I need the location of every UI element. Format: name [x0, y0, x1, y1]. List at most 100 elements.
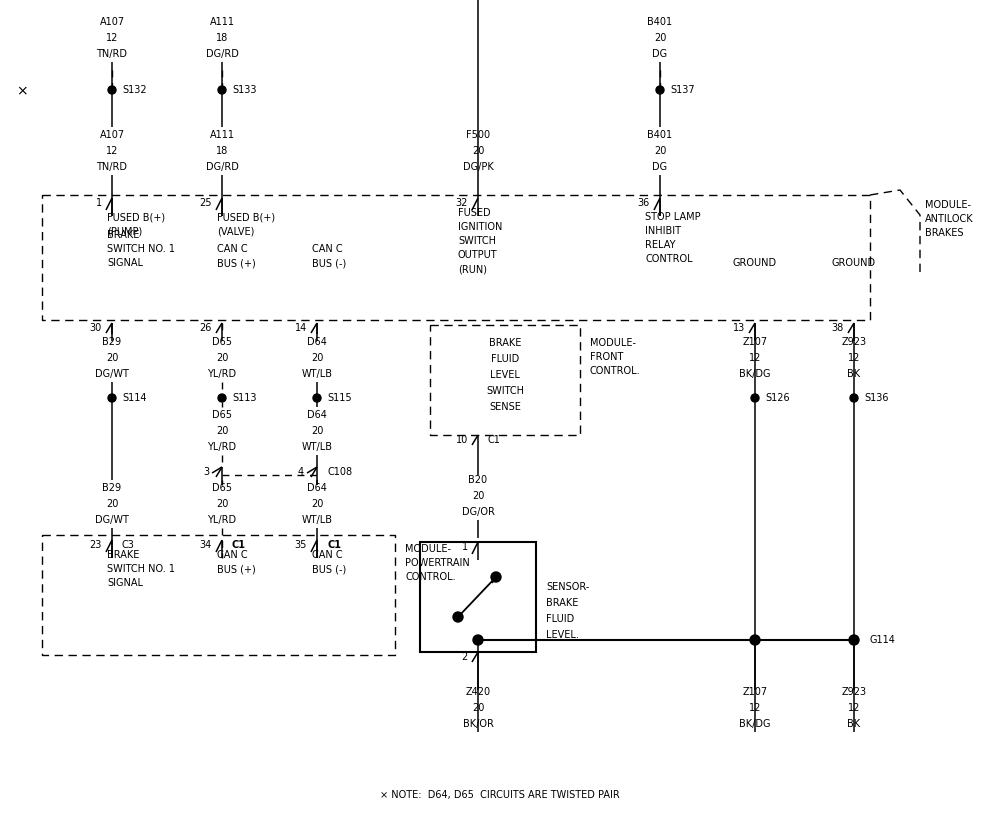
- Text: B29: B29: [103, 337, 122, 347]
- Text: S113: S113: [232, 393, 257, 403]
- Text: WT/LB: WT/LB: [302, 442, 333, 452]
- Text: FRONT: FRONT: [590, 352, 623, 362]
- Text: BK: BK: [847, 719, 860, 729]
- Text: 30: 30: [90, 323, 102, 333]
- Text: 20: 20: [472, 703, 485, 713]
- Text: SENSE: SENSE: [490, 402, 520, 412]
- Circle shape: [491, 572, 501, 582]
- Text: BUS (-): BUS (-): [312, 258, 347, 268]
- Text: 20: 20: [653, 146, 666, 156]
- Text: 20: 20: [216, 353, 228, 363]
- Text: SIGNAL: SIGNAL: [107, 578, 143, 588]
- Text: DG: DG: [652, 49, 667, 59]
- Text: 13: 13: [732, 323, 745, 333]
- Text: A107: A107: [100, 17, 125, 27]
- Text: S137: S137: [670, 85, 694, 95]
- Text: STOP LAMP: STOP LAMP: [645, 212, 700, 222]
- Text: SIGNAL: SIGNAL: [107, 258, 143, 268]
- Text: YL/RD: YL/RD: [208, 442, 237, 452]
- Text: 12: 12: [848, 353, 860, 363]
- Text: Z923: Z923: [841, 687, 866, 697]
- Circle shape: [108, 86, 116, 94]
- Text: BK/DG: BK/DG: [739, 719, 771, 729]
- Text: GROUND: GROUND: [832, 258, 876, 268]
- Text: LEVEL.: LEVEL.: [546, 630, 578, 640]
- Text: Z107: Z107: [742, 337, 767, 347]
- Text: GROUND: GROUND: [733, 258, 777, 268]
- Text: 25: 25: [200, 198, 212, 208]
- Text: DG/RD: DG/RD: [206, 162, 239, 172]
- Text: D65: D65: [212, 337, 232, 347]
- Circle shape: [849, 635, 859, 645]
- Text: SWITCH NO. 1: SWITCH NO. 1: [107, 244, 175, 254]
- Text: LEVEL: LEVEL: [491, 370, 519, 380]
- Text: FUSED B(+): FUSED B(+): [217, 212, 275, 222]
- Text: F500: F500: [466, 130, 491, 140]
- Text: BRAKE: BRAKE: [489, 338, 521, 348]
- Text: 36: 36: [637, 198, 650, 208]
- Text: 12: 12: [106, 33, 118, 43]
- Text: S132: S132: [122, 85, 147, 95]
- Text: D64: D64: [307, 410, 327, 420]
- Text: 34: 34: [200, 540, 212, 550]
- Text: 12: 12: [848, 703, 860, 713]
- Text: S133: S133: [232, 85, 257, 95]
- Text: C108: C108: [327, 467, 352, 477]
- Text: BK/DG: BK/DG: [739, 369, 771, 379]
- Circle shape: [313, 394, 321, 402]
- Text: CONTROL.: CONTROL.: [590, 366, 640, 376]
- Text: BK: BK: [847, 369, 860, 379]
- Text: C1: C1: [232, 540, 246, 550]
- Text: BRAKE: BRAKE: [107, 230, 140, 240]
- Text: DG/WT: DG/WT: [95, 515, 129, 525]
- Bar: [420, 542, 536, 652]
- Text: BUS (+): BUS (+): [217, 258, 256, 268]
- Text: MODULE-: MODULE-: [925, 200, 971, 210]
- Text: ⨯: ⨯: [16, 83, 28, 97]
- Text: A111: A111: [210, 17, 235, 27]
- Text: D64: D64: [307, 337, 327, 347]
- Circle shape: [218, 394, 226, 402]
- Text: 20: 20: [472, 491, 485, 501]
- Text: IGNITION: IGNITION: [458, 222, 502, 232]
- Text: TN/RD: TN/RD: [97, 162, 128, 172]
- Text: 1: 1: [462, 542, 468, 552]
- Text: B401: B401: [647, 17, 672, 27]
- Circle shape: [453, 612, 463, 622]
- Text: Z923: Z923: [841, 337, 866, 347]
- Text: CAN C: CAN C: [217, 550, 248, 560]
- Text: G114: G114: [869, 635, 895, 645]
- Text: D64: D64: [307, 483, 327, 493]
- Text: 4: 4: [298, 467, 304, 477]
- Text: 20: 20: [472, 146, 485, 156]
- Text: DG/OR: DG/OR: [462, 507, 495, 517]
- Text: 20: 20: [653, 33, 666, 43]
- Text: DG: DG: [652, 162, 667, 172]
- Circle shape: [850, 394, 858, 402]
- Circle shape: [656, 86, 664, 94]
- Text: C1: C1: [488, 435, 500, 445]
- Text: S126: S126: [765, 393, 789, 403]
- Text: S136: S136: [864, 393, 888, 403]
- Text: 20: 20: [311, 353, 324, 363]
- Circle shape: [473, 635, 483, 645]
- Text: 38: 38: [832, 323, 844, 333]
- Text: S114: S114: [122, 393, 147, 403]
- Text: (RUN): (RUN): [458, 264, 487, 274]
- Text: 23: 23: [90, 540, 102, 550]
- Text: 12: 12: [749, 703, 761, 713]
- Text: FLUID: FLUID: [546, 614, 574, 624]
- Text: (PUMP): (PUMP): [107, 226, 142, 236]
- Text: DG/RD: DG/RD: [206, 49, 239, 59]
- Text: CAN C: CAN C: [217, 244, 248, 254]
- Text: ⨯ NOTE:  D64, D65  CIRCUITS ARE TWISTED PAIR: ⨯ NOTE: D64, D65 CIRCUITS ARE TWISTED PA…: [381, 790, 619, 800]
- Text: YL/RD: YL/RD: [208, 369, 237, 379]
- Text: RELAY: RELAY: [645, 240, 675, 250]
- Text: C3: C3: [122, 540, 135, 550]
- Text: (VALVE): (VALVE): [217, 226, 255, 236]
- Text: 20: 20: [216, 499, 228, 509]
- Text: 12: 12: [106, 146, 118, 156]
- Text: Z107: Z107: [742, 687, 767, 697]
- Text: B20: B20: [469, 475, 488, 485]
- Text: BRAKE: BRAKE: [107, 550, 140, 560]
